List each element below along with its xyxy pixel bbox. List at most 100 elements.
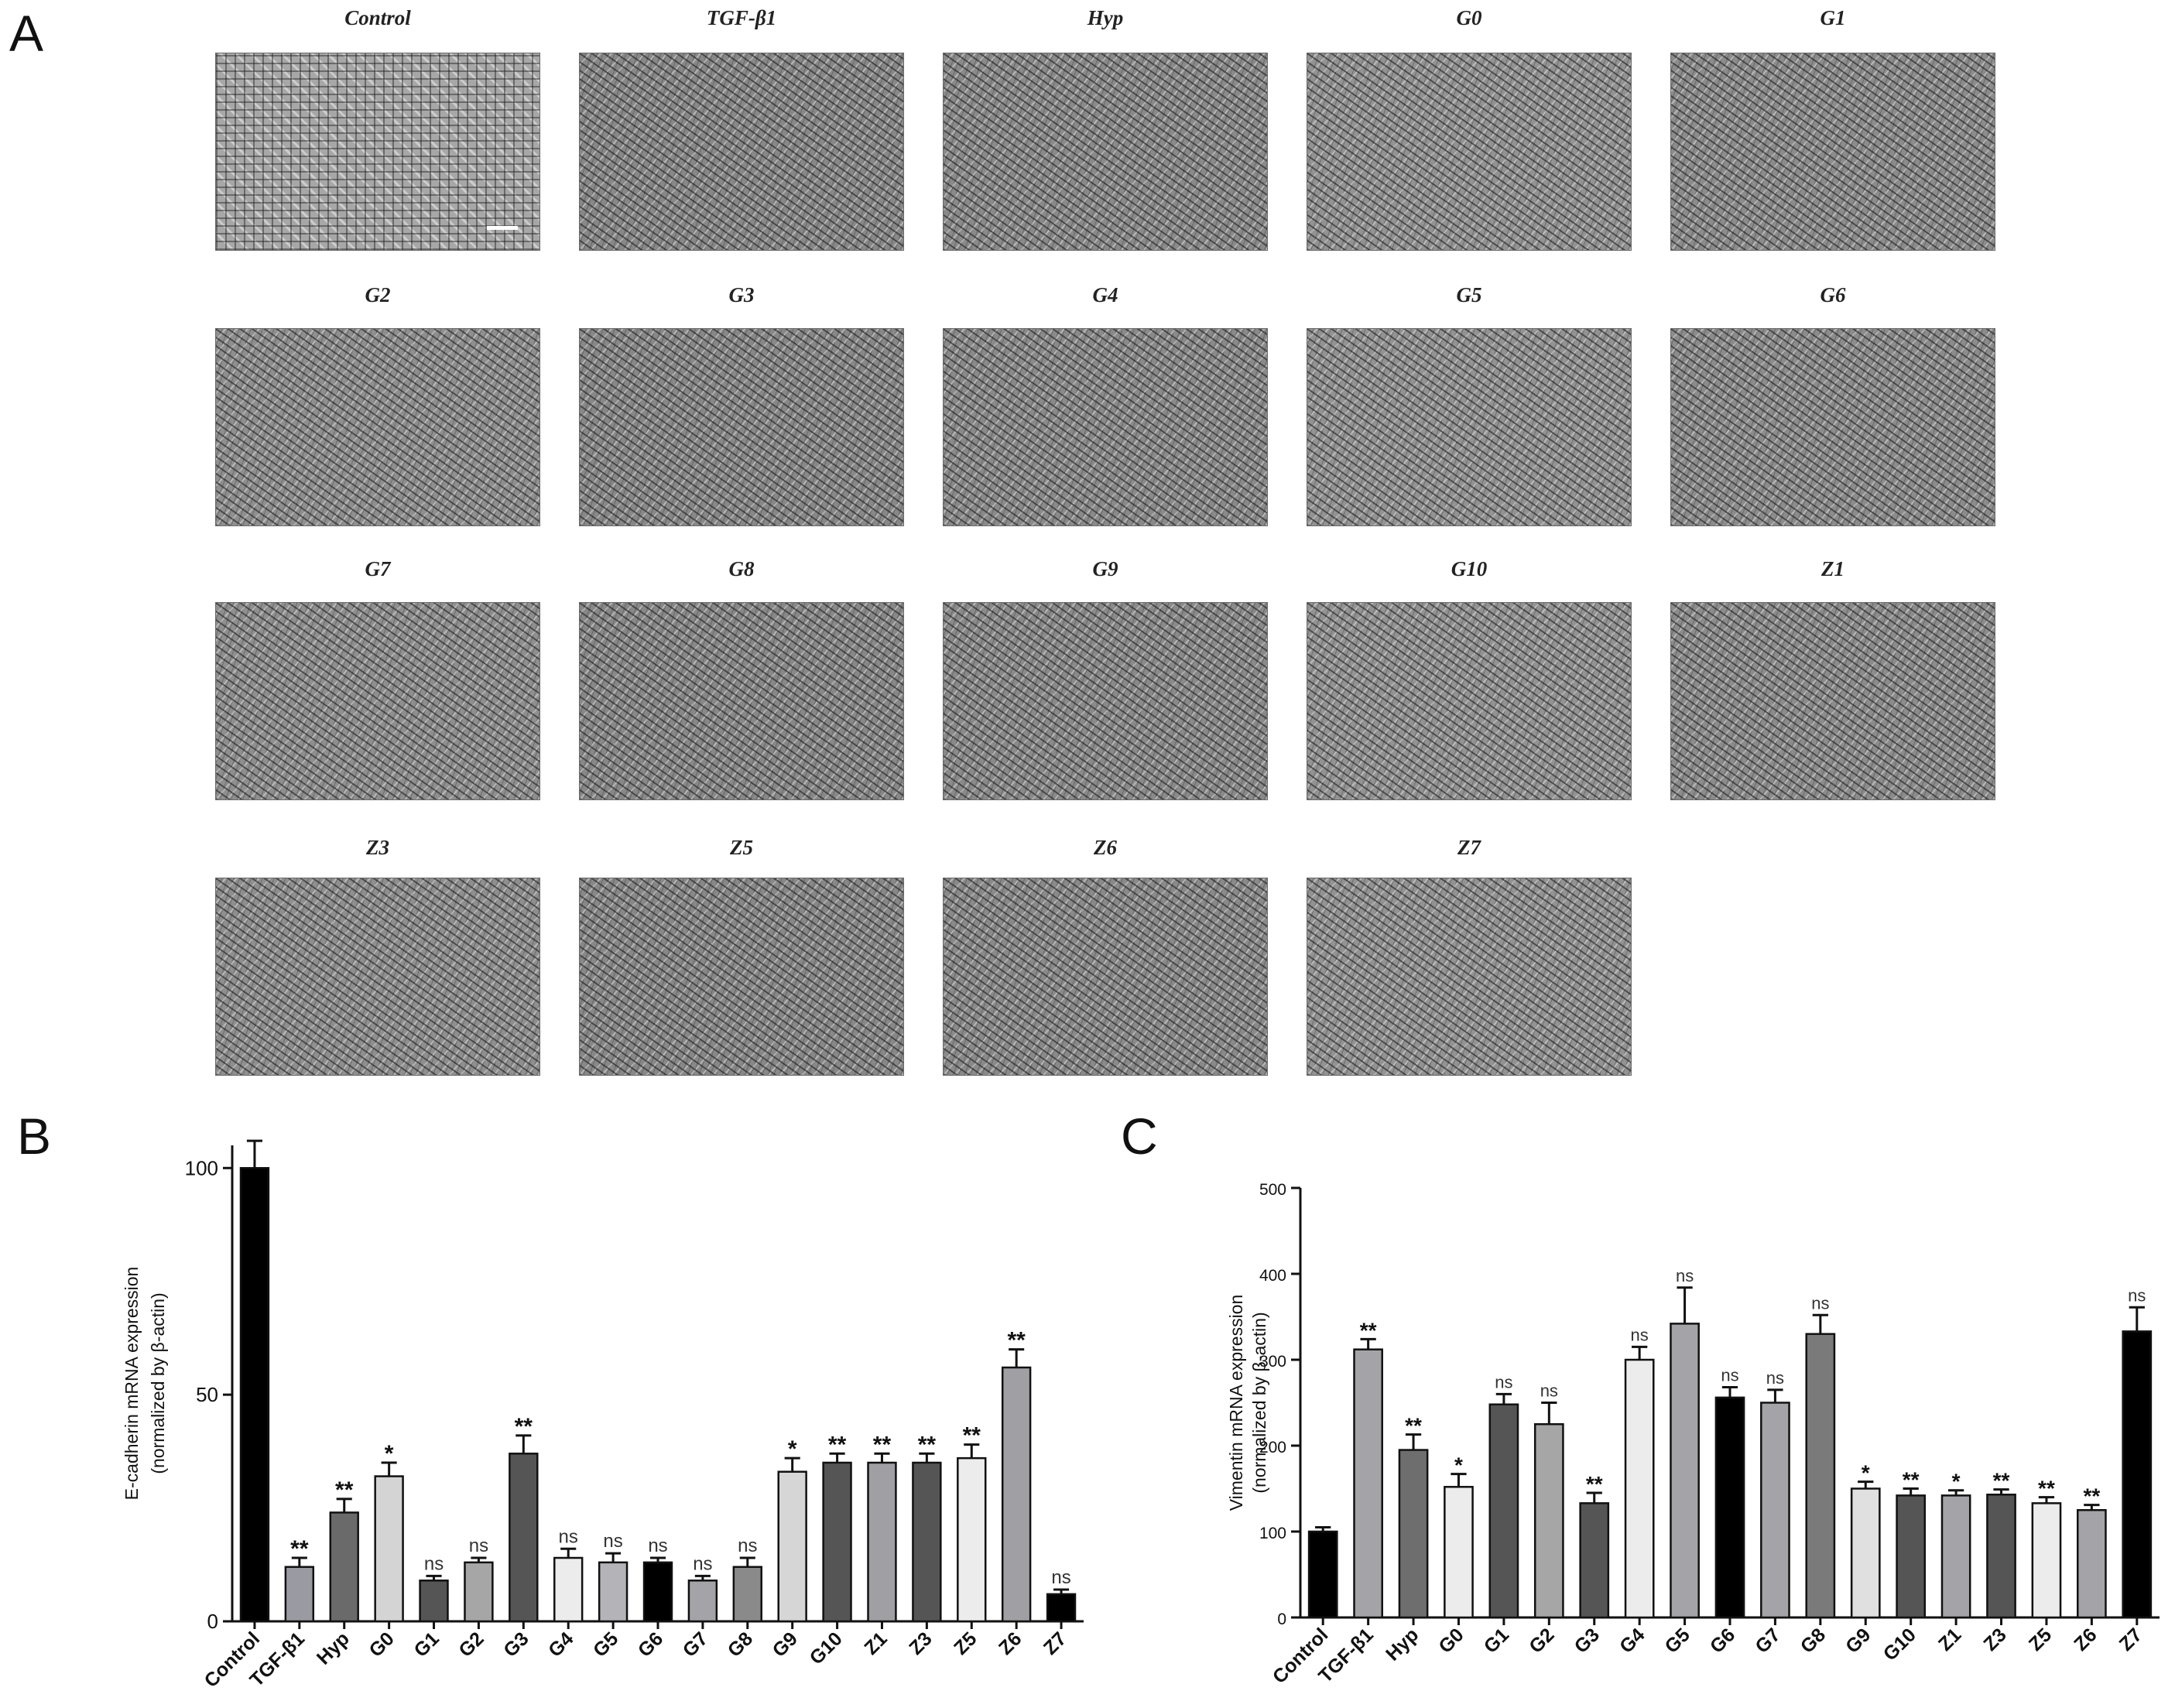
micrograph-label: Control bbox=[344, 6, 411, 29]
significance-label: ns bbox=[1051, 1567, 1070, 1588]
y-tick-label: 300 bbox=[1259, 1353, 1286, 1371]
x-tick-label: Z3 bbox=[905, 1628, 936, 1658]
micrograph-label: G8 bbox=[728, 557, 755, 580]
bar-G7 bbox=[687, 1580, 718, 1623]
micrograph-image bbox=[215, 602, 540, 800]
x-tick-label: Z7 bbox=[1040, 1628, 1070, 1658]
bar-Z6 bbox=[1001, 1366, 1032, 1623]
micrograph-image bbox=[579, 602, 904, 800]
bar-G9 bbox=[1850, 1487, 1881, 1619]
micrograph-image bbox=[579, 53, 904, 251]
bar-G4 bbox=[1624, 1358, 1655, 1619]
significance-label: ns bbox=[1766, 1368, 1784, 1388]
significance-label: ns bbox=[1811, 1293, 1829, 1313]
bar-G0 bbox=[374, 1475, 404, 1623]
x-tick-label: G0 bbox=[1434, 1624, 1468, 1657]
y-tick-label: 500 bbox=[1259, 1181, 1286, 1199]
y-tick-label: 50 bbox=[196, 1383, 218, 1406]
significance-label: ns bbox=[648, 1535, 667, 1556]
bar-G9 bbox=[777, 1470, 807, 1623]
significance-label: ** bbox=[335, 1477, 354, 1503]
panel-label-b: B bbox=[17, 1107, 52, 1165]
micrograph-label: G10 bbox=[1451, 557, 1488, 580]
significance-label: * bbox=[385, 1441, 394, 1467]
x-tick-label: Z3 bbox=[1979, 1624, 2010, 1655]
bar-G10 bbox=[1896, 1494, 1927, 1619]
bar-Z6 bbox=[2077, 1509, 2107, 1619]
significance-label: ** bbox=[963, 1423, 981, 1449]
x-tick-label: Z1 bbox=[1934, 1624, 1965, 1655]
significance-label: ** bbox=[1405, 1414, 1422, 1438]
chart-vimentin: 0 100 200 300 400 500 Vimentin mRNA expression… bbox=[1226, 1181, 2160, 1688]
y-tick-label: 200 bbox=[1259, 1439, 1286, 1456]
significance-label: ns bbox=[1495, 1372, 1512, 1391]
x-tick-label: Hyp bbox=[313, 1628, 354, 1669]
significance-label: ** bbox=[828, 1432, 847, 1457]
bar-TGF-β1 bbox=[284, 1566, 315, 1623]
micrograph-label: Z5 bbox=[730, 836, 753, 859]
bar-TGF-β1 bbox=[1353, 1348, 1383, 1619]
y-tick-label: 400 bbox=[1259, 1267, 1286, 1285]
micrograph-label: Z1 bbox=[1821, 557, 1844, 580]
bar-G3 bbox=[1579, 1502, 1610, 1619]
bar-Z3 bbox=[1986, 1494, 2016, 1619]
significance-label: ns bbox=[738, 1535, 757, 1556]
bar-G1 bbox=[419, 1580, 449, 1623]
micrograph-label: G2 bbox=[365, 283, 391, 306]
significance-label: ns bbox=[1721, 1366, 1738, 1385]
y-axis-title: E-cadherin mRNA expression bbox=[122, 1267, 142, 1501]
x-tick-label: G3 bbox=[499, 1628, 533, 1661]
significance-label: ** bbox=[1586, 1472, 1603, 1496]
significance-label: ns bbox=[559, 1526, 578, 1547]
y-axis-title: (normalized by β-actin) bbox=[1249, 1312, 1269, 1493]
micrograph-image bbox=[943, 878, 1268, 1076]
x-tick-label: Z7 bbox=[2115, 1624, 2146, 1655]
significance-label: * bbox=[1862, 1461, 1870, 1485]
micrograph-image bbox=[1670, 602, 1995, 800]
x-tick-label: G6 bbox=[634, 1628, 667, 1661]
micrograph-image bbox=[1307, 878, 1632, 1076]
bar-G5 bbox=[1670, 1323, 1700, 1619]
panel-label-c: C bbox=[1121, 1107, 1158, 1165]
bar-G8 bbox=[732, 1566, 762, 1623]
bar-Z1 bbox=[867, 1461, 897, 1623]
micrograph-label: G1 bbox=[1820, 6, 1846, 29]
y-axis-title: Vimentin mRNA expression bbox=[1226, 1295, 1246, 1511]
bar-Z1 bbox=[1940, 1494, 1971, 1619]
significance-label: ns bbox=[1631, 1325, 1649, 1344]
bar-Z5 bbox=[2031, 1502, 2062, 1619]
x-tick-label: G2 bbox=[1525, 1624, 1558, 1657]
bar-G6 bbox=[642, 1561, 673, 1623]
x-tick-label: Z6 bbox=[995, 1628, 1026, 1658]
x-tick-label: Hyp bbox=[1382, 1624, 1423, 1665]
micrograph-label: Z6 bbox=[1094, 836, 1117, 859]
bar-G3 bbox=[509, 1453, 539, 1623]
significance-label: ** bbox=[2038, 1477, 2055, 1501]
micrograph-image bbox=[943, 602, 1268, 800]
bar-G2 bbox=[1533, 1423, 1564, 1619]
significance-label: ** bbox=[918, 1432, 937, 1457]
micrograph-image bbox=[943, 53, 1268, 251]
bar-G1 bbox=[1488, 1403, 1519, 1619]
significance-label: ** bbox=[1360, 1318, 1377, 1342]
x-tick-label: G8 bbox=[1797, 1624, 1830, 1657]
micrograph-label: G6 bbox=[1820, 283, 1846, 306]
micrograph-image bbox=[1307, 602, 1632, 800]
significance-label: * bbox=[788, 1436, 797, 1462]
x-tick-label: Z6 bbox=[2070, 1624, 2101, 1655]
y-tick-label: 0 bbox=[207, 1610, 218, 1633]
micrograph-image bbox=[1307, 328, 1632, 526]
micrograph-image bbox=[1670, 328, 1995, 526]
micrograph-label: Z3 bbox=[366, 836, 389, 859]
x-tick-label: G0 bbox=[365, 1628, 398, 1661]
y-tick-label: 0 bbox=[1277, 1610, 1286, 1628]
x-tick-label: Z5 bbox=[2025, 1624, 2056, 1655]
panel-label-a: A bbox=[9, 5, 44, 62]
significance-label: ** bbox=[2083, 1484, 2100, 1508]
bar-Z7 bbox=[1046, 1593, 1077, 1623]
bar-Z7 bbox=[2122, 1330, 2153, 1619]
x-tick-label: G7 bbox=[1751, 1624, 1784, 1657]
significance-label: ** bbox=[1007, 1328, 1026, 1354]
bar-Hyp bbox=[1398, 1449, 1429, 1619]
y-axis-title: (normalized by β-actin) bbox=[148, 1292, 168, 1474]
